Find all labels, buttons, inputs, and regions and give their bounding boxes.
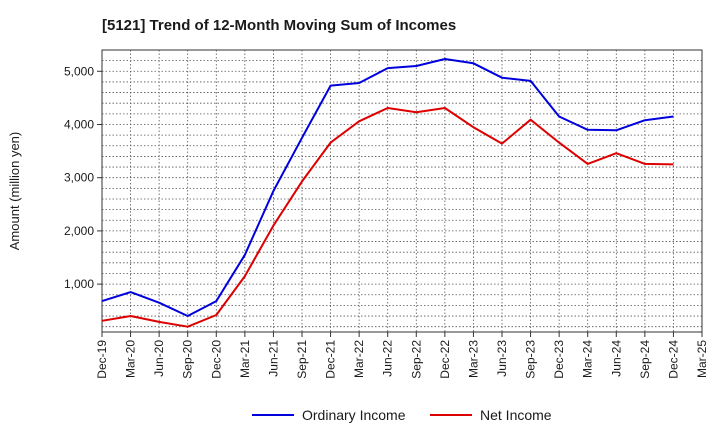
x-axis: Dec-19 Mar-20 Jun-20 Sep-20 Dec-20 Mar-21 Jun-… — [95, 332, 709, 379]
series-line-ordinary-income — [101, 58, 674, 317]
y-tick-label: 1,000 — [64, 277, 94, 291]
x-tick-label: Dec-19 — [95, 340, 109, 379]
x-tick-label: Sep-23 — [524, 340, 538, 379]
y-tick-label: 5,000 — [64, 64, 94, 78]
x-tick-label: Mar-20 — [124, 340, 138, 378]
plot-border — [101, 49, 703, 333]
y-tick-label: 2,000 — [64, 224, 94, 238]
x-tick-label: Dec-23 — [552, 340, 566, 379]
series-group — [101, 58, 674, 328]
grid — [102, 50, 702, 332]
x-tick-label: Jun-22 — [381, 340, 395, 377]
chart-title: [5121] Trend of 12-Month Moving Sum of I… — [102, 17, 456, 34]
x-tick-label: Jun-24 — [609, 340, 623, 377]
x-tick-label: Mar-21 — [238, 340, 252, 378]
x-tick-label: Mar-23 — [466, 340, 480, 378]
x-tick-label: Mar-24 — [581, 340, 595, 378]
x-tick-label: Mar-22 — [352, 340, 366, 378]
x-tick-label: Jun-20 — [152, 340, 166, 377]
x-tick-label: Dec-22 — [438, 340, 452, 379]
y-axis-label: Amount (million yen) — [7, 132, 22, 251]
x-tick-label: Sep-20 — [181, 340, 195, 379]
x-tick-label: Mar-25 — [695, 340, 709, 378]
plot-area — [102, 50, 702, 332]
legend: Ordinary Income Net Income — [252, 407, 552, 423]
series-line-net-income — [101, 107, 674, 328]
x-tick-label: Dec-20 — [209, 340, 223, 379]
legend-label: Ordinary Income — [302, 407, 406, 423]
y-tick-label: 3,000 — [64, 171, 94, 185]
x-tick-label: Sep-21 — [295, 340, 309, 379]
x-tick-label: Dec-21 — [324, 340, 338, 379]
y-tick-label: 4,000 — [64, 117, 94, 131]
x-tick-label: Sep-22 — [409, 340, 423, 379]
x-tick-label: Sep-24 — [638, 340, 652, 379]
x-tick-label: Dec-24 — [666, 340, 680, 379]
legend-label: Net Income — [480, 407, 552, 423]
x-tick-label: Jun-23 — [495, 340, 509, 377]
y-axis: 1,000 2,000 3,000 4,000 5,000 — [64, 64, 102, 291]
x-tick-label: Jun-21 — [266, 340, 280, 377]
